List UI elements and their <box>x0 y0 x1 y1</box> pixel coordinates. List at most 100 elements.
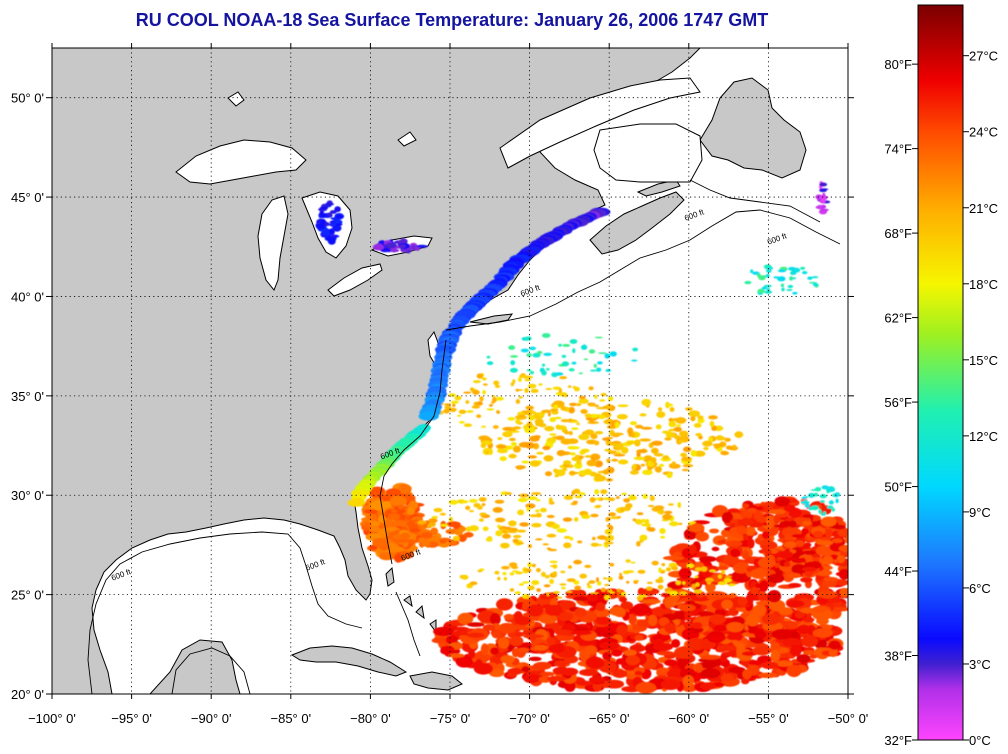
sst-pixel <box>803 525 814 529</box>
sst-pixel <box>454 395 462 401</box>
sst-pixel <box>787 583 802 588</box>
sst-pixel <box>586 582 590 586</box>
sst-pixel <box>717 581 727 586</box>
sst-pixel <box>786 600 805 608</box>
sst-pixel <box>789 276 793 281</box>
sst-pixel <box>551 523 560 530</box>
sst-pixel <box>576 680 594 686</box>
sst-pixel <box>757 288 765 294</box>
sst-pixel <box>703 446 709 451</box>
sst-pixel <box>518 414 526 418</box>
sst-pixel <box>491 631 502 639</box>
sst-pixel <box>604 594 611 601</box>
sst-pixel <box>646 581 653 585</box>
fahrenheit-tick-label: 50°F <box>884 480 912 495</box>
sst-pixel <box>700 668 721 679</box>
sst-pixel <box>690 450 697 457</box>
sst-pixel <box>651 440 663 446</box>
lat-tick-label: 50° 0' <box>11 91 44 106</box>
sst-pixel <box>511 570 520 573</box>
sst-pixel <box>457 612 474 625</box>
sst-pixel <box>655 424 662 430</box>
lon-tick-label: −95° 0' <box>111 711 152 726</box>
sst-pixel <box>715 436 726 441</box>
sst-pixel <box>750 586 759 595</box>
isobath-bahamas <box>395 591 421 657</box>
sst-pixel <box>809 654 818 659</box>
sst-pixel <box>379 544 391 551</box>
sst-pixel <box>530 388 539 393</box>
sst-pixel <box>543 352 552 356</box>
sst-pixel <box>693 423 702 428</box>
sst-pixel <box>586 459 597 467</box>
sst-pixel <box>664 622 676 634</box>
sst-pixel <box>555 629 574 636</box>
sst-pixel <box>800 500 810 505</box>
sst-pixel <box>485 537 493 542</box>
sst-pixel <box>420 532 433 539</box>
sst-pixel <box>679 668 696 679</box>
sst-pixel <box>802 514 814 518</box>
sst-pixel <box>571 361 577 365</box>
sst-pixel <box>623 498 630 503</box>
sst-pixel <box>641 588 660 595</box>
sst-pixel <box>584 455 592 458</box>
sst-pixel <box>682 675 695 687</box>
sst-pixel <box>460 500 469 504</box>
sst-pixel <box>525 405 534 410</box>
sst-pixel <box>569 402 578 407</box>
sst-pixel <box>747 508 757 513</box>
sst-pixel <box>516 529 527 533</box>
sst-pixel <box>801 567 817 572</box>
sst-pixel <box>369 525 380 533</box>
sst-pixel <box>675 417 687 424</box>
sst-pixel <box>621 446 629 454</box>
sst-pixel <box>463 532 474 538</box>
sst-pixel <box>513 611 523 623</box>
sst-pixel <box>691 583 697 590</box>
sst-pixel <box>527 455 538 459</box>
sst-pixel <box>572 385 577 389</box>
sst-pixel <box>336 223 343 226</box>
cuba-land <box>290 645 408 677</box>
sst-pixel <box>454 528 463 536</box>
sst-pixel <box>587 403 597 407</box>
sst-pixel <box>556 450 566 457</box>
celsius-tick-label: 18°C <box>969 277 998 292</box>
sst-pixel <box>594 431 604 435</box>
sst-pixel <box>525 593 530 600</box>
sst-pixel <box>625 503 633 509</box>
sst-pixel <box>574 607 587 618</box>
sst-pixel <box>678 568 692 579</box>
sst-pixel <box>472 389 480 395</box>
sst-pixel <box>615 496 620 499</box>
sst-pixel <box>540 507 547 513</box>
sst-pixel <box>508 453 517 459</box>
sst-pixel <box>750 568 767 579</box>
sst-pixel <box>508 520 517 527</box>
sst-pixel <box>584 429 595 436</box>
sst-pixel <box>724 437 731 442</box>
sst-pixel <box>654 466 662 473</box>
sst-pixel <box>536 568 541 573</box>
sst-pixel <box>646 586 653 591</box>
sst-pixel <box>372 243 385 251</box>
sst-pixel <box>711 546 720 552</box>
sst-pixel <box>593 363 597 368</box>
sst-pixel <box>709 420 715 428</box>
sst-pixel <box>640 463 646 467</box>
sst-pixel <box>578 398 589 404</box>
sst-pixel <box>468 649 476 659</box>
sst-pixel <box>577 492 586 496</box>
sst-pixel <box>688 544 697 555</box>
sst-pixel <box>820 208 829 212</box>
sst-pixel <box>629 470 640 475</box>
lon-tick-label: −55° 0' <box>748 711 789 726</box>
sst-pixel <box>528 656 542 662</box>
sst-pixel <box>648 614 658 626</box>
sst-pixel <box>439 512 446 516</box>
sst-pixel <box>463 423 472 428</box>
sst-pixel <box>518 376 522 382</box>
sst-pixel <box>568 406 575 414</box>
sst-pixel <box>512 379 516 384</box>
